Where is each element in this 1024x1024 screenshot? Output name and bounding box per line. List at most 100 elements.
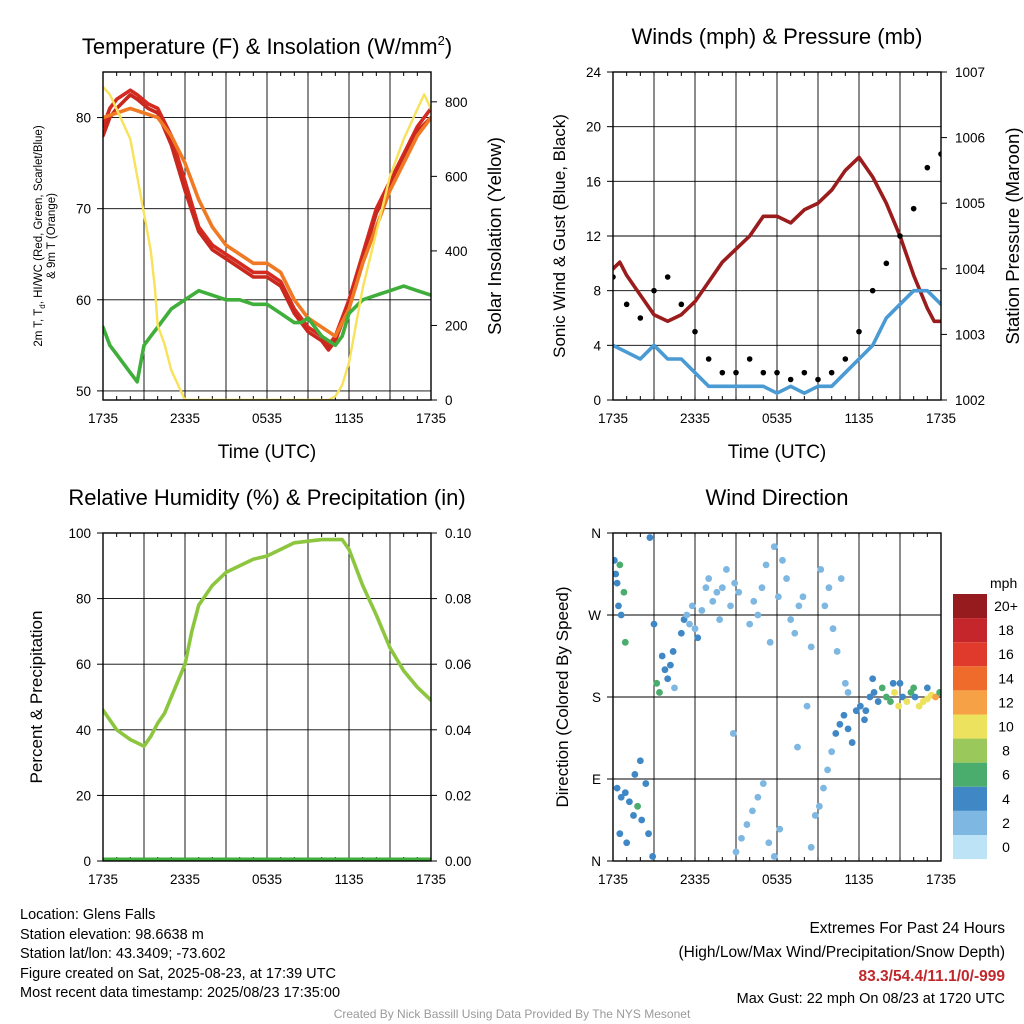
direction-point bbox=[795, 602, 803, 610]
legend-swatch bbox=[953, 738, 987, 763]
direction-point bbox=[750, 597, 758, 605]
direction-point bbox=[698, 607, 706, 614]
direction-point bbox=[634, 802, 641, 810]
series-line-dewpoint bbox=[103, 284, 431, 384]
direction-point bbox=[749, 807, 756, 815]
direction-point bbox=[783, 575, 790, 582]
direction-point bbox=[759, 780, 767, 787]
y-tick-label: 0 bbox=[593, 393, 601, 408]
x-tick-label: 2335 bbox=[170, 411, 200, 426]
direction-point bbox=[807, 643, 815, 651]
y2-tick-label: 1002 bbox=[955, 393, 985, 408]
gust-point bbox=[664, 274, 671, 280]
legend-swatch bbox=[953, 714, 987, 739]
direction-point bbox=[895, 702, 903, 710]
direction-point bbox=[727, 602, 734, 610]
legend-label: 10 bbox=[998, 719, 1014, 735]
chart-title: Wind Direction bbox=[705, 485, 848, 510]
y-tick-label: 50 bbox=[76, 384, 91, 399]
direction-point bbox=[645, 830, 652, 838]
y-tick-label: 8 bbox=[593, 284, 601, 299]
y-tick-label: 24 bbox=[586, 65, 602, 80]
direction-point bbox=[848, 739, 856, 746]
gust-point bbox=[910, 205, 917, 212]
direction-point bbox=[862, 707, 870, 715]
series-line-insolation bbox=[103, 85, 431, 400]
chart-title-superscript: 2 bbox=[438, 33, 445, 48]
direction-point bbox=[620, 588, 628, 596]
y-tick-label: 4 bbox=[593, 338, 601, 353]
speed-legend: mph 20+ 18 16 14 12 10 8 6 4 2 0 bbox=[953, 575, 1018, 860]
direction-point bbox=[718, 584, 726, 592]
direction-point bbox=[642, 780, 650, 787]
direction-point bbox=[817, 566, 825, 573]
x-tick-label: 1135 bbox=[334, 872, 363, 887]
x-tick-label: 1735 bbox=[926, 872, 956, 887]
direction-point bbox=[661, 666, 669, 674]
x-tick-label: 0535 bbox=[762, 872, 792, 887]
direction-point bbox=[658, 652, 666, 660]
chart-title: Winds (mph) & Pressure (mb) bbox=[632, 24, 923, 49]
y2-tick-label: 1006 bbox=[955, 131, 985, 146]
direction-point bbox=[621, 638, 629, 646]
direction-point bbox=[617, 793, 625, 801]
y-tick-label: 40 bbox=[76, 723, 91, 738]
temperature-panel: Temperature (F) & Insolation (W/mm2) 1735… bbox=[33, 33, 505, 463]
direction-point bbox=[646, 534, 654, 541]
direction-point bbox=[774, 593, 782, 601]
legend-swatch bbox=[953, 594, 987, 619]
direction-point bbox=[776, 825, 784, 833]
direction-point bbox=[691, 625, 699, 633]
gust-point bbox=[760, 369, 767, 376]
direction-point bbox=[615, 602, 622, 610]
direction-point bbox=[705, 575, 713, 582]
direction-point bbox=[626, 798, 633, 806]
direction-point bbox=[765, 839, 773, 847]
legend-swatch bbox=[953, 642, 987, 667]
legend-swatch bbox=[953, 618, 987, 643]
direction-point bbox=[770, 543, 778, 551]
legend-swatch bbox=[953, 666, 987, 691]
direction-point bbox=[766, 638, 774, 646]
direction-point bbox=[828, 748, 836, 756]
elevation-text: Station elevation: 98.6638 m bbox=[20, 926, 204, 943]
direction-point bbox=[613, 784, 621, 792]
y2-tick-label: 800 bbox=[445, 95, 468, 110]
legend-label: 2 bbox=[1002, 815, 1010, 831]
gust-point bbox=[787, 376, 794, 383]
direction-point bbox=[815, 802, 823, 810]
direction-point bbox=[754, 611, 762, 619]
direction-point bbox=[758, 584, 766, 592]
y2-tick-label: 1007 bbox=[955, 65, 985, 80]
y2-tick-label: 200 bbox=[445, 318, 468, 333]
direction-point bbox=[844, 725, 852, 733]
direction-point bbox=[840, 711, 848, 719]
direction-point bbox=[889, 679, 897, 687]
gust-point bbox=[705, 356, 712, 362]
y-tick-label: N bbox=[591, 526, 601, 541]
direction-point bbox=[824, 766, 831, 774]
direction-point bbox=[723, 566, 730, 573]
direction-point bbox=[891, 689, 898, 696]
legend-label: 18 bbox=[998, 622, 1014, 638]
chart-title-text: Temperature (F) & Insolation (W/mm bbox=[82, 34, 438, 59]
chart-title-close: ) bbox=[445, 34, 452, 59]
y-tick-label: 80 bbox=[76, 592, 91, 607]
chart-title: Temperature (F) & Insolation (W/mm2) bbox=[82, 33, 452, 59]
y-axis-label-line1: 2m T, Td, HI/WC (Red, Green, Scarlet/Blu… bbox=[33, 125, 47, 346]
gust-point bbox=[801, 369, 808, 376]
y-tick-label: 20 bbox=[76, 788, 91, 803]
max-gust-text: Max Gust: 22 mph On 08/23 at 1720 UTC bbox=[736, 991, 1005, 1007]
legend-label: 0 bbox=[1002, 839, 1010, 855]
legend-label: 20+ bbox=[994, 598, 1018, 614]
direction-point bbox=[686, 620, 693, 628]
direction-point bbox=[694, 634, 702, 642]
gust-point bbox=[637, 315, 644, 321]
direction-point bbox=[844, 689, 852, 696]
y-tick-label: 16 bbox=[586, 174, 601, 189]
y-tick-label: E bbox=[592, 772, 601, 787]
chart-title: Relative Humidity (%) & Precipitation (i… bbox=[68, 485, 465, 510]
gust-point bbox=[842, 356, 849, 362]
gust-point bbox=[897, 233, 903, 239]
extremes-title: Extremes For Past 24 Hours bbox=[809, 920, 1005, 937]
